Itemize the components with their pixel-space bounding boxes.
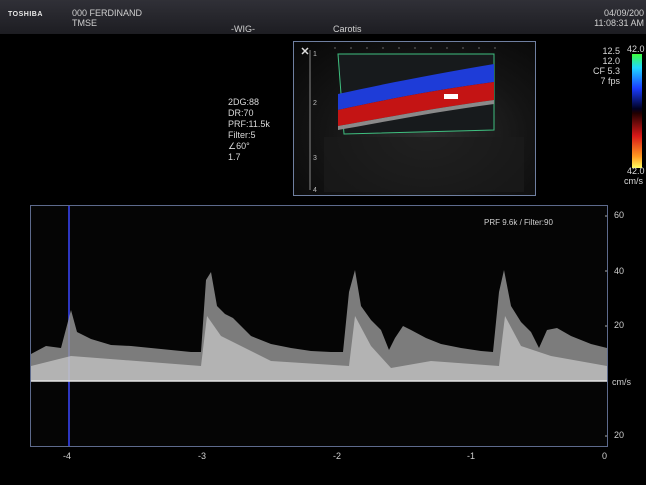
patient-info: 000 FERDINAND TMSE (72, 8, 142, 28)
param-dr: DR:70 (228, 108, 254, 118)
depth-mark-1: 1 (313, 51, 317, 58)
velocity-tick-neg20: 20 (614, 430, 625, 440)
color-settings: 12.5 12.0 CF 5.3 7 fps (593, 46, 620, 86)
patient-id: TMSE (72, 18, 98, 28)
depth-mark-2: 2 (313, 100, 317, 107)
param-depth: 1.7 (228, 152, 241, 162)
vessel-wall (338, 100, 494, 130)
spectral-doppler-panel (30, 205, 608, 447)
time: 11:08:31 AM (594, 18, 644, 28)
time-tick-minus3: -3 (198, 451, 207, 461)
velocity-tick-60: 60 (614, 210, 625, 220)
waveform-envelope (31, 270, 607, 381)
color-scale-min: 42.0 (627, 166, 645, 176)
tissue-speckle (324, 137, 524, 192)
color-velocity-bar (632, 54, 642, 168)
color-setting-2: 12.0 (602, 56, 620, 66)
brand-logo: TOSHIBA (8, 11, 43, 18)
depth-mark-4: 4 (313, 187, 317, 194)
color-setting-1: 12.5 (602, 46, 620, 56)
acquisition-parameters: 2DG:88 DR:70 PRF:11.5k Filter:5 ∠60° 1.7 (228, 97, 270, 163)
preset-label: Carotis (333, 24, 362, 34)
spectral-prf-filter: PRF 9.6k / Filter:90 (484, 218, 553, 227)
color-doppler-image: 1 2 3 4 (293, 41, 536, 196)
time-tick-minus2: -2 (333, 451, 342, 461)
color-scale-max: 42.0 (627, 44, 645, 54)
param-filter: Filter:5 (228, 130, 256, 140)
velocity-tick-40: 40 (614, 266, 625, 276)
sample-volume-gate (444, 94, 458, 99)
mode-label: -WIG- (231, 24, 255, 34)
orientation-marker-icon (301, 47, 309, 55)
param-prf: PRF:11.5k (228, 119, 270, 129)
spectral-waveform (31, 206, 607, 446)
velocity-unit: cm/s (612, 377, 631, 387)
velocity-tick-20: 20 (614, 320, 625, 330)
param-2dg: 2DG:88 (228, 97, 260, 107)
color-setting-4: 7 fps (600, 76, 620, 86)
date: 04/09/200 (603, 8, 644, 18)
header-bar: TOSHIBA 000 FERDINAND TMSE -WIG- Carotis … (0, 0, 646, 34)
color-scale-unit: cm/s (624, 176, 643, 186)
color-setting-3: CF 5.3 (592, 66, 620, 76)
depth-mark-3: 3 (313, 155, 317, 162)
time-tick-minus1: -1 (467, 451, 476, 461)
waveform-core (31, 316, 607, 381)
time-tick-minus4: -4 (63, 451, 72, 461)
date-time: 04/09/200 11:08:31 AM (594, 8, 644, 28)
vessel-flow-red (338, 82, 494, 126)
vessel-image: 1 2 3 4 (301, 47, 524, 194)
param-angle: ∠60° (228, 141, 250, 151)
time-tick-0: 0 (602, 451, 608, 461)
patient-name: 000 FERDINAND (72, 8, 143, 18)
vessel-flow-blue (338, 64, 494, 110)
